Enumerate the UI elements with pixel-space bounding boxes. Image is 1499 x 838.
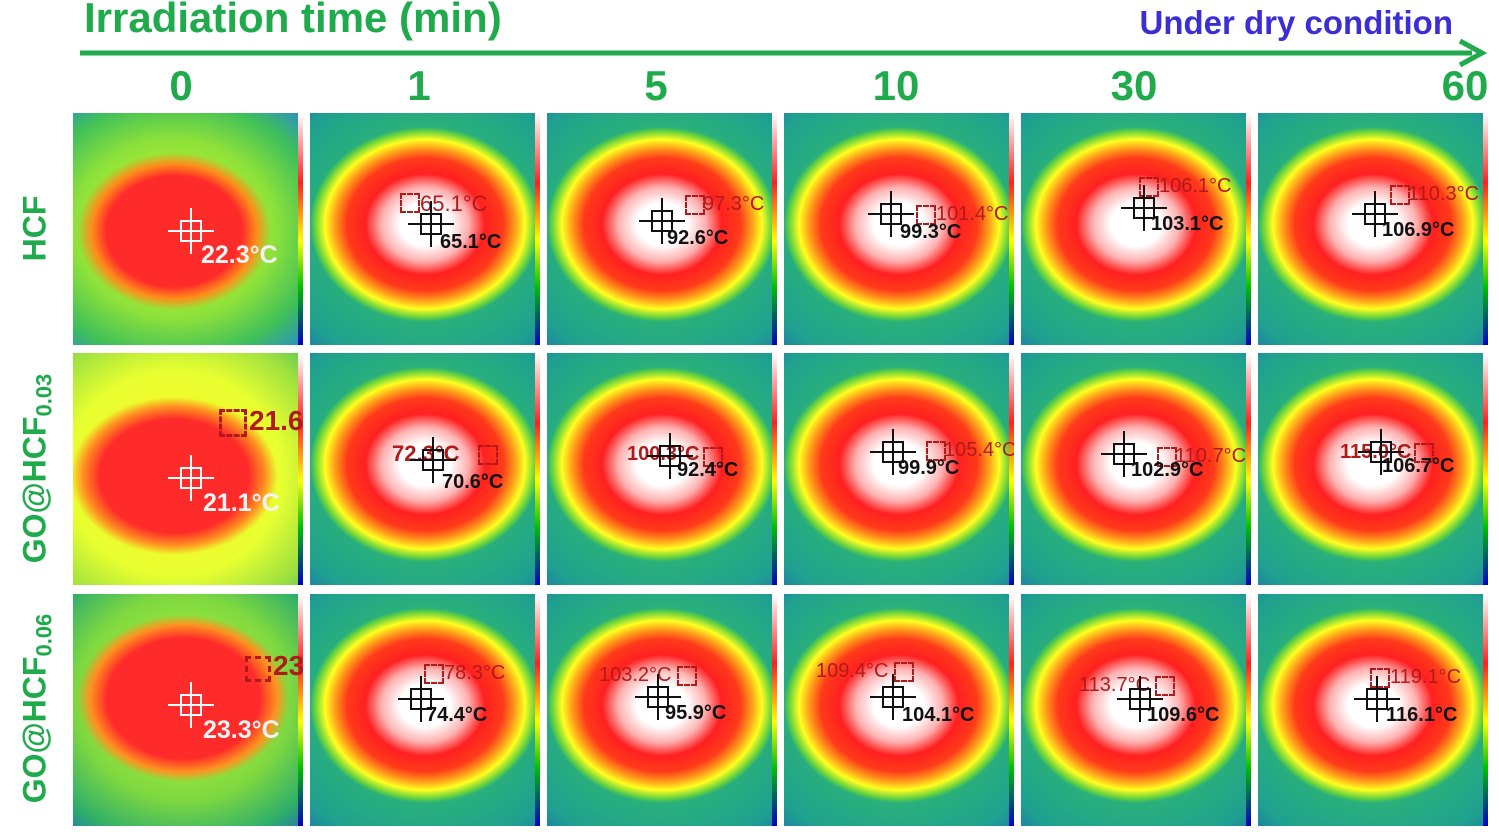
crosshair-icon xyxy=(1121,185,1167,231)
axis-title: Irradiation time (min) xyxy=(84,0,502,41)
temp-red: 109.4°C xyxy=(816,660,889,682)
crosshair-icon xyxy=(168,208,214,254)
temp-red: 113.7°C xyxy=(1079,674,1151,696)
thermal-image-hcf-0min: 22.3°C xyxy=(73,113,303,345)
temp-black: 106.9°C xyxy=(1382,219,1455,241)
thermal-image-hcf-10min: 101.4°C 99.3°C xyxy=(784,113,1014,345)
thermal-image-go003-10min: 105.4°C 99.9°C xyxy=(784,353,1014,585)
temp-black: 21.1°C xyxy=(203,489,280,517)
thermal-image-hcf-60min: 110.3°C 106.9°C xyxy=(1258,113,1488,345)
thermal-image-go003-1min: 72.3°C 70.6°C xyxy=(310,353,540,585)
temp-red: 72.3°C xyxy=(392,441,460,466)
temp-red: 110.3°C xyxy=(1408,183,1480,205)
temp-black: 99.9°C xyxy=(898,457,960,479)
temp-black: 92.4°C xyxy=(677,459,739,481)
thermal-image-hcf-1min: 65.1°C 65.1°C xyxy=(310,113,540,345)
temp-black: 102.9°C xyxy=(1131,459,1204,481)
crosshair-icon xyxy=(1117,676,1163,722)
thermal-image-go006-30min: 113.7°C 109.6°C xyxy=(1021,594,1251,826)
row-label-hcf: HCF xyxy=(16,195,53,262)
row-label-go-hcf-006: GO@HCF0.06 xyxy=(16,613,57,804)
time-label-5: 5 xyxy=(644,62,668,109)
temp-red: 21.6 xyxy=(249,405,303,436)
thermal-image-go003-0min: 21.6 21.1°C xyxy=(73,353,303,585)
thermal-image-go003-5min: 100.3°C 92.4°C xyxy=(547,353,777,585)
thermal-image-go006-60min: 119.1°C 116.1°C xyxy=(1258,594,1488,826)
temp-black: 99.3°C xyxy=(900,221,962,243)
temp-red: 103.2°C xyxy=(599,664,672,686)
temp-black: 22.3°C xyxy=(201,241,278,269)
temp-red: 119.1°C xyxy=(1390,666,1462,688)
crosshair-icon xyxy=(410,437,456,483)
thermal-image-go006-0min: 23 23.3°C xyxy=(73,594,303,826)
temp-red: 23 xyxy=(273,650,303,681)
time-label-10: 10 xyxy=(872,62,920,109)
time-arrow-icon xyxy=(80,38,1488,68)
crosshair-icon xyxy=(1354,676,1400,722)
thermal-image-hcf-5min: 97.3°C 92.6°C xyxy=(547,113,777,345)
temp-red: 105.4°C xyxy=(944,439,1014,461)
temp-red: 110.7°C xyxy=(1175,445,1247,467)
time-label-60: 60 xyxy=(1441,62,1489,109)
time-label-0: 0 xyxy=(169,62,193,109)
temp-black: 104.1°C xyxy=(902,704,975,726)
temp-black: 74.4°C xyxy=(426,704,488,726)
crosshair-icon xyxy=(868,191,914,237)
thermal-image-go006-5min: 103.2°C 95.9°C xyxy=(547,594,777,826)
temp-black: 92.6°C xyxy=(667,227,729,249)
temp-red: 100.3°C xyxy=(627,443,700,465)
row-label-go-hcf-003: GO@HCF0.03 xyxy=(16,373,57,564)
temp-black: 65.1°C xyxy=(440,231,502,253)
thermal-image-go003-60min: 115.0°C 106.7°C xyxy=(1258,353,1488,585)
temp-black: 70.6°C xyxy=(442,471,504,493)
condition-label: Under dry condition xyxy=(1139,4,1454,41)
crosshair-icon xyxy=(870,674,916,720)
thermal-image-go006-1min: 78.3°C 74.4°C xyxy=(310,594,540,826)
crosshair-icon xyxy=(1358,429,1404,475)
crosshair-icon xyxy=(647,433,693,479)
crosshair-icon xyxy=(398,676,444,722)
temp-red: 101.4°C xyxy=(936,203,1009,225)
temp-red: 97.3°C xyxy=(703,193,765,215)
crosshair-icon xyxy=(1101,431,1147,477)
time-label-1: 1 xyxy=(407,62,431,109)
crosshair-icon xyxy=(639,198,685,244)
temp-black: 106.7°C xyxy=(1382,455,1455,477)
thermal-image-hcf-30min: 106.1°C 103.1°C xyxy=(1021,113,1251,345)
crosshair-icon xyxy=(635,674,681,720)
temp-black: 103.1°C xyxy=(1151,213,1224,235)
temp-black: 116.1°C xyxy=(1386,704,1458,726)
temp-black: 23.3°C xyxy=(203,716,280,744)
temp-red: 106.1°C xyxy=(1159,175,1232,197)
crosshair-icon xyxy=(1352,191,1398,237)
time-label-30: 30 xyxy=(1110,62,1158,109)
crosshair-icon xyxy=(168,682,214,728)
crosshair-icon xyxy=(168,455,214,501)
crosshair-icon xyxy=(870,429,916,475)
temp-red: 78.3°C xyxy=(444,662,506,684)
thermal-image-go006-10min: 109.4°C 104.1°C xyxy=(784,594,1014,826)
temp-black: 109.6°C xyxy=(1147,704,1220,726)
temp-black: 95.9°C xyxy=(665,702,727,724)
crosshair-icon xyxy=(408,201,454,247)
thermal-image-go003-30min: 110.7°C 102.9°C xyxy=(1021,353,1251,585)
